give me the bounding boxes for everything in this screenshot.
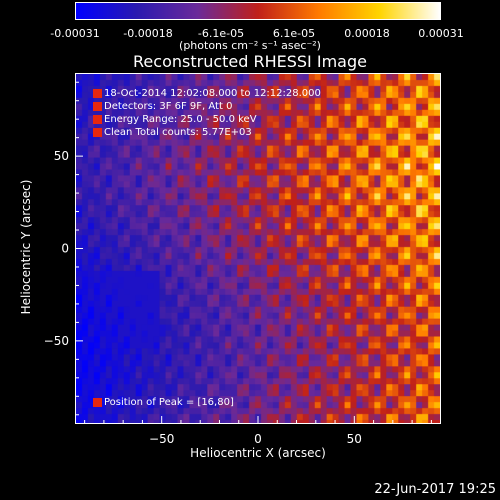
x-tick-label: 50	[347, 432, 362, 446]
colorbar-tick-label: 0.00031	[418, 27, 464, 40]
x-tick-label: −50	[149, 432, 174, 446]
y-tick-label: −50	[44, 334, 69, 348]
plot-area: 18-Oct-2014 12:02:08.000 to 12:12:28.000…	[75, 73, 441, 424]
y-tick-label: 50	[54, 149, 69, 163]
colorbar-gradient	[75, 2, 441, 20]
colorbar	[75, 2, 441, 22]
colorbar-tick-label: 0.00018	[344, 27, 390, 40]
annotation-energy: Energy Range: 25.0 - 50.0 keV	[93, 114, 257, 125]
colorbar-tick-label: -0.00018	[123, 27, 173, 40]
timestamp: 22-Jun-2017 19:25	[374, 482, 496, 497]
x-axis-label: Heliocentric X (arcsec)	[190, 446, 326, 460]
heatmap-image	[76, 74, 440, 423]
colorbar-tick-label: -0.00031	[50, 27, 100, 40]
x-tick-label: 0	[254, 432, 262, 446]
colorbar-units: (photons cm⁻² s⁻¹ asec⁻²)	[179, 39, 321, 52]
colorbar-tick-label: 6.1e-05	[272, 27, 316, 40]
annotation-time: 18-Oct-2014 12:02:08.000 to 12:12:28.000	[93, 88, 321, 99]
y-tick-label: 0	[61, 242, 69, 256]
annotation-peak: Position of Peak = [16,80]	[93, 397, 234, 408]
chart-title: Reconstructed RHESSI Image	[133, 52, 367, 71]
y-axis-label: Heliocentric Y (arcsec)	[19, 179, 33, 315]
annotation-detectors: Detectors: 3F 6F 9F, Att 0	[93, 101, 232, 112]
annotation-counts: Clean Total counts: 5.77E+03	[93, 127, 252, 138]
colorbar-tick-label: -6.1e-05	[197, 27, 245, 40]
